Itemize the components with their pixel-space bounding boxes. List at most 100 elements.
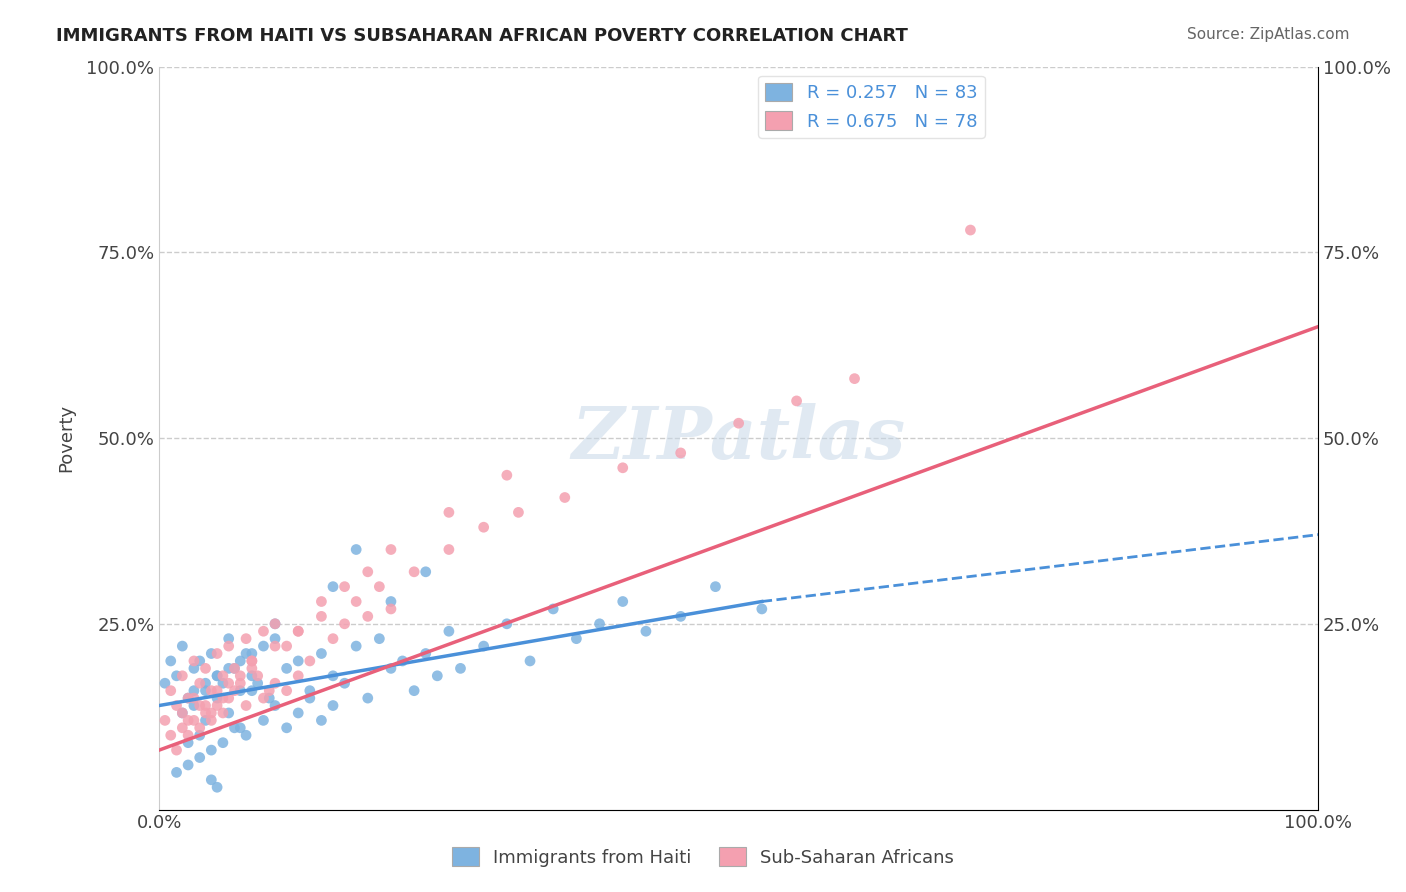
Point — [205, 669, 228, 683]
Point — [287, 654, 309, 668]
Point — [368, 580, 391, 594]
Point — [177, 758, 200, 772]
Legend: Immigrants from Haiti, Sub-Saharan Africans: Immigrants from Haiti, Sub-Saharan Afric… — [444, 840, 962, 874]
Point — [177, 736, 200, 750]
Point — [333, 616, 356, 631]
Point — [172, 706, 194, 720]
Point — [218, 639, 240, 653]
Point — [188, 698, 211, 713]
Point — [205, 683, 228, 698]
Point — [205, 647, 228, 661]
Text: IMMIGRANTS FROM HAITI VS SUBSAHARAN AFRICAN POVERTY CORRELATION CHART: IMMIGRANTS FROM HAITI VS SUBSAHARAN AFRI… — [56, 27, 908, 45]
Point — [669, 609, 692, 624]
Point — [224, 721, 246, 735]
Point — [368, 632, 391, 646]
Point — [437, 505, 460, 519]
Point — [426, 669, 449, 683]
Point — [252, 639, 274, 653]
Point — [177, 691, 200, 706]
Point — [612, 460, 634, 475]
Point — [276, 683, 298, 698]
Point — [252, 714, 274, 728]
Point — [235, 632, 257, 646]
Point — [333, 580, 356, 594]
Point — [287, 669, 309, 683]
Point — [229, 676, 252, 690]
Point — [194, 706, 217, 720]
Point — [450, 661, 472, 675]
Point — [205, 698, 228, 713]
Point — [322, 580, 344, 594]
Point — [205, 780, 228, 795]
Point — [240, 669, 263, 683]
Text: ZIPatlas: ZIPatlas — [572, 402, 905, 474]
Point — [229, 669, 252, 683]
Point — [205, 669, 228, 683]
Point — [380, 542, 402, 557]
Point — [404, 565, 426, 579]
Point — [322, 698, 344, 713]
Point — [311, 714, 333, 728]
Point — [344, 639, 367, 653]
Point — [218, 676, 240, 690]
Point — [200, 743, 222, 757]
Point — [229, 721, 252, 735]
Point — [311, 594, 333, 608]
Point — [153, 714, 176, 728]
Point — [357, 691, 380, 706]
Point — [153, 676, 176, 690]
Point — [240, 654, 263, 668]
Point — [588, 616, 610, 631]
Point — [212, 706, 235, 720]
Point — [287, 624, 309, 639]
Point — [704, 580, 727, 594]
Point — [240, 661, 263, 675]
Point — [194, 676, 217, 690]
Point — [200, 772, 222, 787]
Point — [298, 683, 321, 698]
Point — [212, 676, 235, 690]
Point — [177, 691, 200, 706]
Point — [311, 647, 333, 661]
Point — [495, 468, 517, 483]
Point — [183, 661, 205, 675]
Point — [183, 683, 205, 698]
Point — [172, 639, 194, 653]
Point — [357, 565, 380, 579]
Point — [786, 393, 808, 408]
Point — [240, 683, 263, 698]
Point — [252, 624, 274, 639]
Point — [229, 683, 252, 698]
Point — [246, 676, 269, 690]
Point — [287, 706, 309, 720]
Point — [565, 632, 588, 646]
Point — [183, 698, 205, 713]
Point — [194, 661, 217, 675]
Point — [380, 602, 402, 616]
Point — [264, 698, 287, 713]
Point — [166, 743, 188, 757]
Point — [554, 491, 576, 505]
Point — [357, 609, 380, 624]
Point — [311, 609, 333, 624]
Point — [287, 624, 309, 639]
Point — [188, 750, 211, 764]
Point — [159, 683, 181, 698]
Point — [188, 728, 211, 742]
Point — [264, 616, 287, 631]
Point — [669, 446, 692, 460]
Point — [200, 714, 222, 728]
Point — [183, 691, 205, 706]
Point — [166, 698, 188, 713]
Point — [200, 683, 222, 698]
Point — [235, 728, 257, 742]
Point — [166, 765, 188, 780]
Point — [166, 669, 188, 683]
Point — [298, 691, 321, 706]
Point — [344, 594, 367, 608]
Point — [727, 416, 749, 430]
Point — [437, 624, 460, 639]
Point — [188, 676, 211, 690]
Point — [264, 676, 287, 690]
Point — [495, 616, 517, 631]
